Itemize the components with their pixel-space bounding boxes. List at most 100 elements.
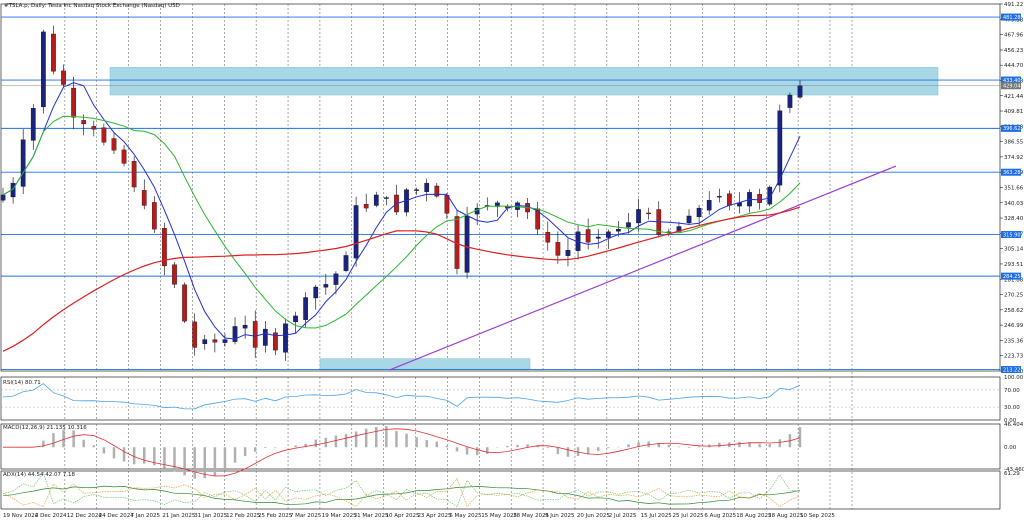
bull-candle bbox=[696, 207, 702, 218]
date-tick-label: 10 Apr 2025 bbox=[386, 513, 421, 519]
level-label: 433.40 bbox=[1003, 78, 1021, 84]
price-tick-label: 340.03 bbox=[1004, 201, 1024, 207]
bull-candle bbox=[616, 228, 621, 232]
bear-candle bbox=[121, 149, 127, 164]
bear-candle bbox=[182, 284, 187, 322]
date-tick-label: 24 Dec 2024 bbox=[99, 513, 135, 519]
adx-line bbox=[2, 485, 801, 505]
bear-candle bbox=[81, 120, 87, 125]
bear-candle bbox=[273, 332, 278, 351]
bull-candle bbox=[232, 326, 238, 342]
date-tick-label: 18 Aug 2025 bbox=[736, 513, 772, 519]
bear-candle bbox=[646, 212, 652, 215]
current-price-box bbox=[1001, 82, 1021, 90]
price-tick-label: 467.96 bbox=[1004, 33, 1024, 39]
bull-candle bbox=[222, 339, 228, 343]
date-tick-label: 6 Aug 2025 bbox=[704, 513, 736, 519]
bear-candle bbox=[555, 242, 561, 256]
bull-candle bbox=[595, 236, 601, 239]
bull-candle bbox=[565, 250, 571, 256]
level-label-box bbox=[1001, 366, 1021, 374]
rsi-tick-label: 0.00 bbox=[1004, 418, 1017, 424]
trend-line bbox=[389, 165, 897, 371]
bear-candle bbox=[212, 339, 218, 343]
bull-candle bbox=[767, 186, 773, 205]
bull-candle bbox=[777, 110, 783, 186]
date-tick-label: 15 Jul 2025 bbox=[641, 513, 673, 519]
bull-candle bbox=[787, 94, 793, 108]
date-tick-label: 15 May 2025 bbox=[481, 513, 517, 519]
rsi-tick-label: 70.00 bbox=[1004, 388, 1020, 394]
bear-candle bbox=[91, 126, 97, 130]
date-tick-label: 25 Jul 2025 bbox=[672, 513, 704, 519]
bear-candle bbox=[61, 70, 66, 85]
bull-candle bbox=[293, 315, 298, 323]
bull-candle bbox=[626, 222, 631, 228]
pane-border bbox=[0, 3, 1001, 372]
bull-candle bbox=[424, 182, 430, 192]
price-tick-label: 235.36 bbox=[1004, 338, 1024, 344]
bear-candle bbox=[363, 204, 369, 209]
macd-tick-label: 46.404 bbox=[1004, 422, 1024, 428]
price-tick-label: 305.14 bbox=[1004, 247, 1024, 253]
level-label: 363.28 bbox=[1003, 170, 1021, 176]
level-label-box bbox=[1001, 272, 1021, 280]
date-tick-label: 10 Sep 2025 bbox=[800, 513, 835, 519]
bull-candle bbox=[242, 324, 248, 329]
price-tick-label: 351.66 bbox=[1004, 186, 1024, 192]
bear-candle bbox=[252, 321, 258, 348]
price-tick-label: 456.23 bbox=[1004, 48, 1024, 54]
bear-candle bbox=[162, 228, 167, 267]
resistance-zone bbox=[109, 67, 939, 96]
bull-candle bbox=[706, 200, 712, 211]
date-tick-label: 21 Jan 2025 bbox=[162, 513, 195, 519]
date-tick-label: 31 Jan 2025 bbox=[194, 513, 227, 519]
date-tick-label: 23 Apr 2025 bbox=[417, 513, 452, 519]
bear-candle bbox=[141, 190, 147, 206]
bear-candle bbox=[727, 193, 732, 206]
rsi-tick-label: 30.00 bbox=[1004, 405, 1020, 411]
date-tick-label: 2 Jul 2025 bbox=[609, 513, 637, 519]
macd-tick-label: 0.00 bbox=[1004, 445, 1017, 451]
date-tick-label: 28 Aug 2025 bbox=[768, 513, 804, 519]
date-tick-label: 31 Mar 2025 bbox=[354, 513, 389, 519]
rsi-label: RSI(14) 80.71 bbox=[3, 380, 41, 386]
bear-candle bbox=[172, 264, 177, 285]
pane-border bbox=[0, 423, 1001, 470]
rsi-line bbox=[2, 383, 801, 410]
price-tick-label: 258.62 bbox=[1004, 308, 1023, 314]
bull-candle bbox=[686, 215, 692, 224]
price-tick-label: 421.44 bbox=[1004, 94, 1024, 100]
level-label-box bbox=[1001, 13, 1021, 21]
date-tick-label: 28 May 2025 bbox=[513, 513, 549, 519]
bear-candle bbox=[101, 127, 107, 143]
bear-candle bbox=[757, 194, 762, 203]
bull-candle bbox=[636, 209, 641, 224]
bear-candle bbox=[111, 138, 117, 151]
price-tick-label: 374.92 bbox=[1004, 155, 1023, 161]
level-label: 396.62 bbox=[1003, 126, 1021, 132]
bull-candle bbox=[373, 194, 379, 206]
date-tick-label: 20 Jun 2025 bbox=[577, 513, 611, 519]
rsi-tick-label: 100.00 bbox=[1004, 375, 1024, 381]
price-tick-label: 409.81 bbox=[1004, 109, 1023, 115]
ma-fast-line bbox=[2, 82, 801, 340]
level-label-box bbox=[1001, 76, 1021, 84]
date-tick-label: 12 Dec 2024 bbox=[67, 513, 103, 519]
ma-slow-line bbox=[2, 206, 801, 352]
bull-candle bbox=[313, 286, 319, 299]
price-tick-label: 281.88 bbox=[1004, 277, 1024, 283]
bear-candle bbox=[131, 161, 137, 188]
macd-signal-line bbox=[3, 428, 801, 477]
minus-di-line bbox=[2, 477, 801, 508]
bull-candle bbox=[323, 284, 329, 288]
bear-candle bbox=[545, 231, 551, 243]
level-label: 315.90 bbox=[1003, 232, 1021, 238]
price-tick-label: 246.99 bbox=[1004, 323, 1024, 329]
bull-candle bbox=[303, 297, 309, 320]
bull-candle bbox=[283, 323, 288, 353]
bull-candle bbox=[0, 194, 6, 201]
date-tick-label: 5 May 2025 bbox=[449, 513, 482, 519]
